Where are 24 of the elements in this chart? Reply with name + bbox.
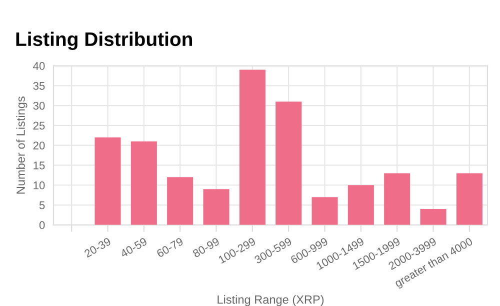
y-tick-label: 35 [33,82,45,90]
bar [276,102,302,225]
bar [167,177,194,225]
bar [348,185,374,225]
x-axis-title: Listing Range (XRP) [218,295,324,306]
chart-title: Listing Distribution [16,32,192,50]
y-tick-label: 15 [34,162,45,170]
bar [456,173,482,225]
bar [384,173,410,225]
y-tick-label: 20 [33,142,45,150]
y-tick-label: 5 [39,201,45,210]
bar [203,189,230,225]
bar [130,141,157,225]
bar [312,197,338,225]
y-tick-label: 0 [39,221,45,230]
bar [239,70,266,225]
bar [420,209,446,225]
y-tick-label: 10 [34,181,45,190]
y-tick-label: 30 [33,102,45,110]
y-tick-label: 40 [33,62,45,70]
y-tick-label: 25 [33,122,45,130]
x-tick-label: 40-59 [120,237,148,258]
bar [94,137,121,225]
y-axis-title: Number of Listings [16,96,28,194]
